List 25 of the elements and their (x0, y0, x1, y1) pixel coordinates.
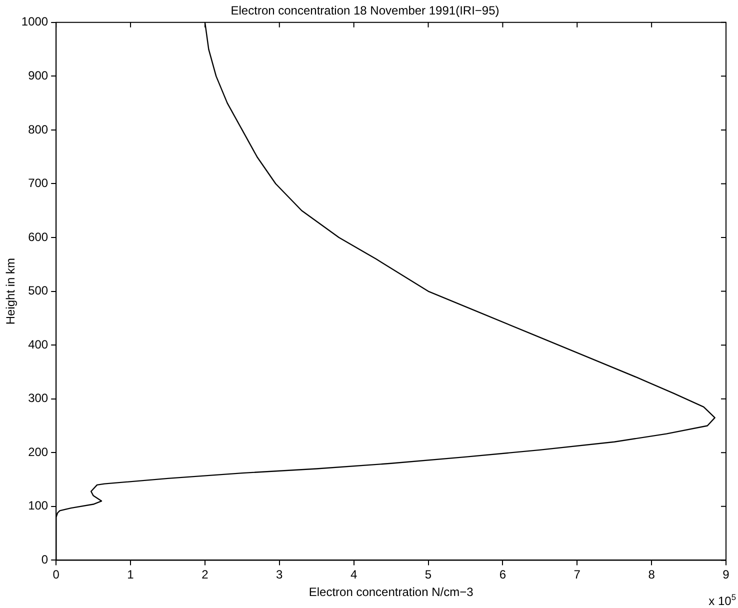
x-tick-label: 8 (648, 568, 656, 582)
x-tick-label: 0 (52, 568, 60, 582)
x-tick-label: 5 (424, 568, 432, 582)
x-tick-label: 2 (202, 568, 209, 582)
y-tick-label: 1000 (21, 14, 48, 29)
x-tick-label: 7 (574, 568, 581, 582)
y-tick-label: 900 (28, 68, 48, 82)
y-tick-label: 200 (28, 444, 48, 459)
y-tick-label: 100 (28, 498, 48, 513)
x-axis-title: Electron concentration N/cm−3 (308, 585, 474, 600)
y-tick-label: 600 (28, 230, 48, 244)
y-tick-label: 500 (28, 284, 48, 298)
y-tick-label: 700 (28, 176, 48, 190)
y-axis-title: Height in km (4, 258, 18, 325)
x-tick-label: 4 (350, 568, 358, 582)
text: x 10$^{5}$ (708, 592, 736, 608)
x-tick-label: 9 (722, 568, 730, 582)
x-tick-label: 3 (276, 568, 284, 582)
y-tick-label: 300 (28, 391, 48, 406)
y-tick-label: 800 (28, 122, 48, 136)
chart-title: Electron concentration 18 November 1991(IRI−95) (230, 4, 500, 18)
y-tick-label: 400 (28, 337, 48, 352)
x-tick-label: 1 (127, 568, 134, 582)
x-tick-label: 6 (499, 568, 506, 582)
y-tick-label: 0 (41, 552, 48, 567)
